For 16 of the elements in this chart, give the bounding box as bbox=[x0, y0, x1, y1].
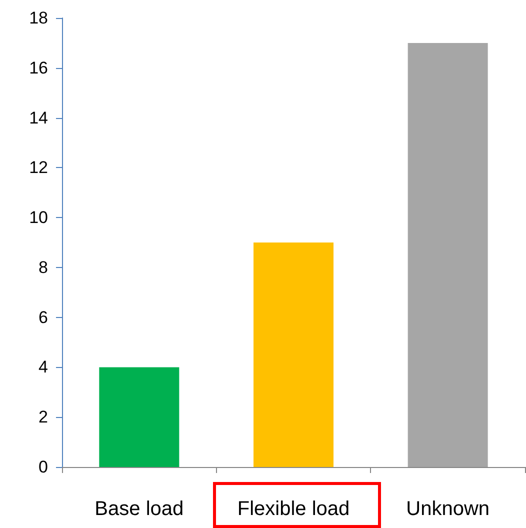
x-tick-label: Flexible load bbox=[237, 498, 350, 520]
bar bbox=[408, 42, 488, 467]
y-tick-label: 10 bbox=[29, 208, 48, 228]
y-tick-label: 2 bbox=[38, 408, 48, 427]
y-tick-label: 6 bbox=[38, 308, 48, 327]
x-tick-label: Unknown bbox=[406, 498, 490, 520]
y-tick-label: 4 bbox=[38, 358, 48, 377]
x-tick-label: Base load bbox=[94, 498, 184, 520]
y-tick-label: 8 bbox=[38, 258, 48, 277]
bar bbox=[99, 367, 180, 467]
y-tick-label: 0 bbox=[38, 458, 48, 476]
y-tick-label: 14 bbox=[29, 108, 48, 128]
bar bbox=[254, 242, 334, 467]
y-tick-label: 16 bbox=[29, 58, 48, 78]
y-tick-label: 12 bbox=[29, 158, 48, 178]
y-tick-label: 18 bbox=[29, 8, 48, 28]
